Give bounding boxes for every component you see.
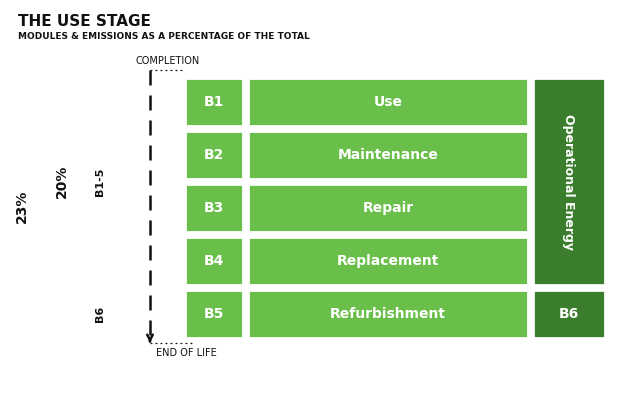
Bar xyxy=(185,237,243,285)
Bar xyxy=(248,78,528,126)
Bar xyxy=(185,184,243,232)
Text: B4: B4 xyxy=(204,254,224,268)
Bar xyxy=(248,184,528,232)
Text: COMPLETION: COMPLETION xyxy=(136,56,200,66)
Text: 23%: 23% xyxy=(15,190,29,223)
Text: Refurbishment: Refurbishment xyxy=(330,307,446,321)
Bar xyxy=(248,131,528,179)
Text: END OF LIFE: END OF LIFE xyxy=(156,348,217,358)
Bar xyxy=(185,78,243,126)
Text: B6: B6 xyxy=(559,307,579,321)
Bar xyxy=(533,290,605,338)
Text: B2: B2 xyxy=(204,148,224,162)
Text: B5: B5 xyxy=(204,307,224,321)
Text: B6: B6 xyxy=(95,306,105,322)
Bar xyxy=(185,131,243,179)
Bar xyxy=(248,290,528,338)
Text: 20%: 20% xyxy=(55,165,69,198)
Text: Maintenance: Maintenance xyxy=(337,148,438,162)
Text: B1-5: B1-5 xyxy=(95,167,105,196)
Text: Use: Use xyxy=(374,95,403,109)
Text: Repair: Repair xyxy=(362,201,413,215)
Bar xyxy=(533,78,605,285)
Bar xyxy=(185,290,243,338)
Text: MODULES & EMISSIONS AS A PERCENTAGE OF THE TOTAL: MODULES & EMISSIONS AS A PERCENTAGE OF T… xyxy=(18,32,310,41)
Text: Operational Energy: Operational Energy xyxy=(563,114,575,250)
Text: THE USE STAGE: THE USE STAGE xyxy=(18,14,151,29)
Text: Replacement: Replacement xyxy=(337,254,439,268)
Text: B1: B1 xyxy=(204,95,224,109)
Bar xyxy=(248,237,528,285)
Text: B3: B3 xyxy=(204,201,224,215)
